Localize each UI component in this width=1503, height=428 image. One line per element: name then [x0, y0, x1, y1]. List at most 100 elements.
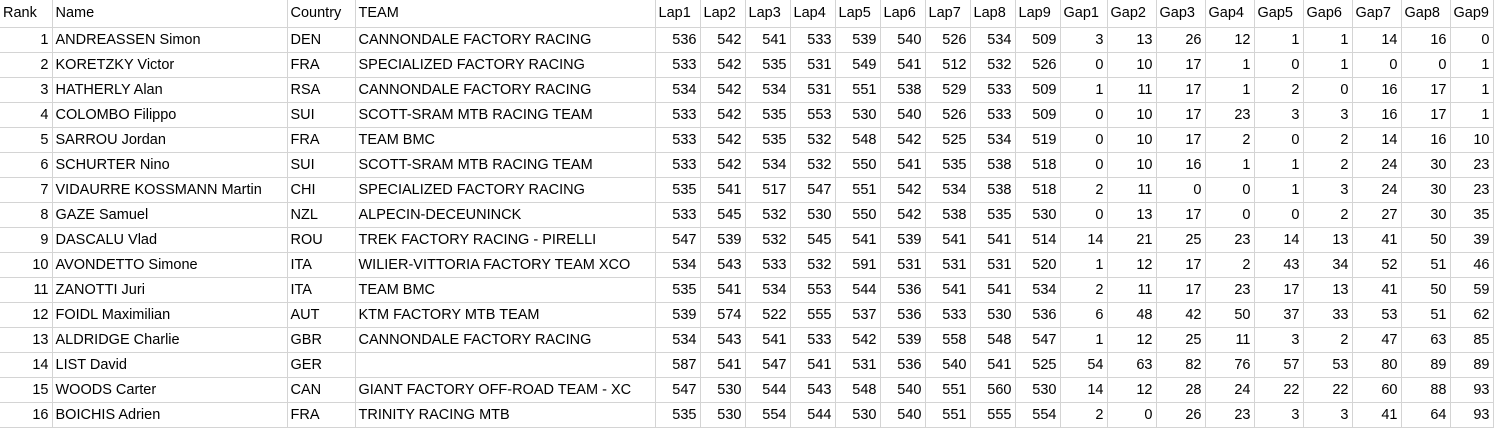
gap7-cell[interactable]: 0 [1352, 52, 1402, 78]
lap2-cell[interactable]: 542 [700, 77, 746, 103]
gap7-cell[interactable]: 27 [1352, 202, 1402, 228]
gap1-cell[interactable]: 14 [1060, 227, 1108, 253]
column-header-gap8[interactable]: Gap8 [1401, 0, 1451, 28]
lap6-cell[interactable]: 538 [880, 77, 926, 103]
lap5-cell[interactable]: 542 [835, 327, 881, 353]
rank-cell[interactable]: 5 [0, 127, 53, 153]
column-header-rank[interactable]: Rank [0, 0, 53, 28]
gap1-cell[interactable]: 1 [1060, 252, 1108, 278]
gap6-cell[interactable]: 2 [1303, 202, 1353, 228]
gap8-cell[interactable]: 63 [1401, 327, 1451, 353]
gap5-cell[interactable]: 1 [1254, 27, 1304, 53]
name-cell[interactable]: ANDREASSEN Simon [52, 27, 288, 53]
lap2-cell[interactable]: 530 [700, 377, 746, 403]
gap2-cell[interactable]: 13 [1107, 27, 1157, 53]
gap1-cell[interactable]: 1 [1060, 77, 1108, 103]
gap6-cell[interactable]: 2 [1303, 152, 1353, 178]
lap2-cell[interactable]: 530 [700, 402, 746, 428]
team-cell[interactable]: ALPECIN-DECEUNINCK [355, 202, 656, 228]
lap2-cell[interactable]: 542 [700, 52, 746, 78]
lap9-cell[interactable]: 530 [1015, 202, 1061, 228]
lap1-cell[interactable]: 536 [655, 27, 701, 53]
lap5-cell[interactable]: 530 [835, 402, 881, 428]
rank-cell[interactable]: 1 [0, 27, 53, 53]
lap4-cell[interactable]: 555 [790, 302, 836, 328]
rank-cell[interactable]: 9 [0, 227, 53, 253]
name-cell[interactable]: FOIDL Maximilian [52, 302, 288, 328]
lap8-cell[interactable]: 541 [970, 277, 1016, 303]
lap4-cell[interactable]: 532 [790, 252, 836, 278]
gap5-cell[interactable]: 0 [1254, 52, 1304, 78]
rank-cell[interactable]: 13 [0, 327, 53, 353]
gap6-cell[interactable]: 33 [1303, 302, 1353, 328]
team-cell[interactable]: TRINITY RACING MTB [355, 402, 656, 428]
lap2-cell[interactable]: 541 [700, 352, 746, 378]
gap8-cell[interactable]: 88 [1401, 377, 1451, 403]
name-cell[interactable]: HATHERLY Alan [52, 77, 288, 103]
rank-cell[interactable]: 16 [0, 402, 53, 428]
lap6-cell[interactable]: 542 [880, 202, 926, 228]
lap5-cell[interactable]: 548 [835, 127, 881, 153]
gap1-cell[interactable]: 6 [1060, 302, 1108, 328]
name-cell[interactable]: WOODS Carter [52, 377, 288, 403]
lap7-cell[interactable]: 551 [925, 377, 971, 403]
gap6-cell[interactable]: 3 [1303, 402, 1353, 428]
gap1-cell[interactable]: 0 [1060, 202, 1108, 228]
gap3-cell[interactable]: 17 [1156, 252, 1206, 278]
lap9-cell[interactable]: 518 [1015, 152, 1061, 178]
gap5-cell[interactable]: 43 [1254, 252, 1304, 278]
gap2-cell[interactable]: 12 [1107, 377, 1157, 403]
column-header-gap4[interactable]: Gap4 [1205, 0, 1255, 28]
gap7-cell[interactable]: 24 [1352, 177, 1402, 203]
gap2-cell[interactable]: 11 [1107, 77, 1157, 103]
lap5-cell[interactable]: 531 [835, 352, 881, 378]
gap1-cell[interactable]: 14 [1060, 377, 1108, 403]
gap9-cell[interactable]: 93 [1450, 402, 1494, 428]
gap5-cell[interactable]: 14 [1254, 227, 1304, 253]
gap9-cell[interactable]: 39 [1450, 227, 1494, 253]
name-cell[interactable]: ALDRIDGE Charlie [52, 327, 288, 353]
gap5-cell[interactable]: 17 [1254, 277, 1304, 303]
lap3-cell[interactable]: 541 [745, 27, 791, 53]
lap3-cell[interactable]: 532 [745, 202, 791, 228]
rank-cell[interactable]: 14 [0, 352, 53, 378]
team-cell[interactable]: GIANT FACTORY OFF-ROAD TEAM - XC [355, 377, 656, 403]
lap4-cell[interactable]: 544 [790, 402, 836, 428]
gap1-cell[interactable]: 2 [1060, 177, 1108, 203]
gap7-cell[interactable]: 47 [1352, 327, 1402, 353]
lap9-cell[interactable]: 514 [1015, 227, 1061, 253]
gap3-cell[interactable]: 17 [1156, 202, 1206, 228]
gap9-cell[interactable]: 59 [1450, 277, 1494, 303]
team-cell[interactable]: CANNONDALE FACTORY RACING [355, 27, 656, 53]
name-cell[interactable]: KORETZKY Victor [52, 52, 288, 78]
column-header-name[interactable]: Name [52, 0, 288, 28]
lap8-cell[interactable]: 538 [970, 177, 1016, 203]
gap5-cell[interactable]: 1 [1254, 177, 1304, 203]
gap3-cell[interactable]: 26 [1156, 402, 1206, 428]
lap5-cell[interactable]: 541 [835, 227, 881, 253]
lap6-cell[interactable]: 541 [880, 152, 926, 178]
gap6-cell[interactable]: 0 [1303, 77, 1353, 103]
lap9-cell[interactable]: 526 [1015, 52, 1061, 78]
gap4-cell[interactable]: 0 [1205, 177, 1255, 203]
lap7-cell[interactable]: 541 [925, 277, 971, 303]
lap7-cell[interactable]: 526 [925, 102, 971, 128]
gap8-cell[interactable]: 51 [1401, 302, 1451, 328]
lap4-cell[interactable]: 553 [790, 277, 836, 303]
gap3-cell[interactable]: 82 [1156, 352, 1206, 378]
country-cell[interactable]: DEN [287, 27, 356, 53]
lap4-cell[interactable]: 531 [790, 52, 836, 78]
lap3-cell[interactable]: 534 [745, 152, 791, 178]
gap1-cell[interactable]: 0 [1060, 152, 1108, 178]
gap6-cell[interactable]: 53 [1303, 352, 1353, 378]
lap8-cell[interactable]: 541 [970, 227, 1016, 253]
country-cell[interactable]: GER [287, 352, 356, 378]
gap5-cell[interactable]: 3 [1254, 402, 1304, 428]
gap4-cell[interactable]: 1 [1205, 52, 1255, 78]
country-cell[interactable]: AUT [287, 302, 356, 328]
lap8-cell[interactable]: 555 [970, 402, 1016, 428]
gap7-cell[interactable]: 41 [1352, 402, 1402, 428]
lap1-cell[interactable]: 533 [655, 127, 701, 153]
lap2-cell[interactable]: 542 [700, 127, 746, 153]
lap8-cell[interactable]: 535 [970, 202, 1016, 228]
